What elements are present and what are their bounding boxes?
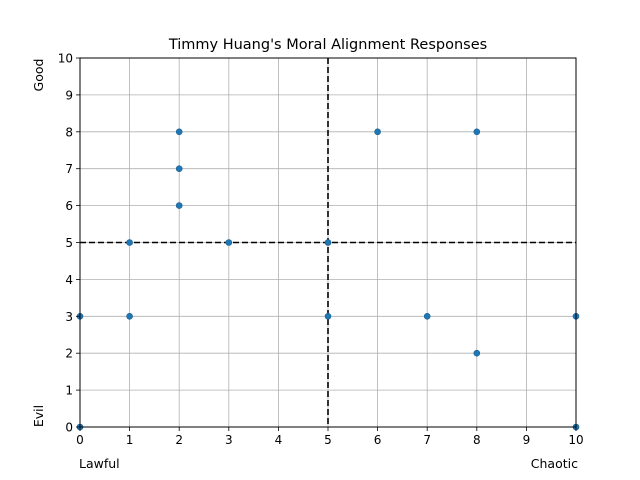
data-point — [473, 128, 481, 136]
data-point — [324, 239, 332, 246]
y-tick-label: 3 — [65, 310, 73, 324]
x-axis-label-chaotic: Chaotic — [531, 456, 578, 471]
y-tick-label: 4 — [65, 273, 73, 287]
data-point — [175, 128, 183, 136]
x-tick-label: 1 — [126, 433, 134, 447]
x-tick-label: 2 — [175, 433, 183, 447]
y-axis-label-good: Good — [31, 59, 46, 92]
axis-ticks: 0 1 2 3 4 5 6 7 8 9 10 0 1 2 3 4 5 6 7 8 9 10 — [58, 52, 584, 448]
y-tick-label: 8 — [65, 125, 73, 139]
x-axis-label-lawful: Lawful — [79, 456, 120, 471]
data-point — [126, 312, 133, 320]
y-tick-label: 1 — [65, 384, 73, 398]
x-tick-label: 4 — [275, 433, 283, 447]
y-tick-label: 0 — [65, 421, 73, 435]
data-point — [175, 165, 183, 172]
x-tick-label: 5 — [324, 433, 332, 447]
y-tick-label: 5 — [65, 236, 73, 250]
y-tick-label: 10 — [58, 52, 73, 66]
data-point — [324, 312, 332, 320]
data-point — [126, 239, 133, 246]
y-tick-label: 2 — [65, 347, 73, 361]
data-point — [374, 128, 381, 136]
x-tick-label: 10 — [568, 433, 583, 447]
y-tick-label: 7 — [65, 162, 73, 176]
x-tick-label: 6 — [374, 433, 382, 447]
y-axis-label-evil: Evil — [31, 405, 46, 427]
data-point — [473, 349, 481, 357]
x-tick-label: 7 — [423, 433, 431, 447]
data-point — [175, 202, 183, 209]
y-tick-label: 9 — [65, 88, 73, 102]
y-tick-label: 6 — [65, 199, 73, 213]
x-tick-label: 3 — [225, 433, 233, 447]
x-tick-label: 8 — [473, 433, 481, 447]
x-tick-label: 9 — [523, 433, 531, 447]
data-point — [423, 312, 431, 320]
chart-title: Timmy Huang's Moral Alignment Responses — [168, 37, 487, 53]
x-tick-label: 0 — [76, 433, 84, 447]
data-points — [76, 128, 580, 431]
data-point — [225, 239, 233, 246]
